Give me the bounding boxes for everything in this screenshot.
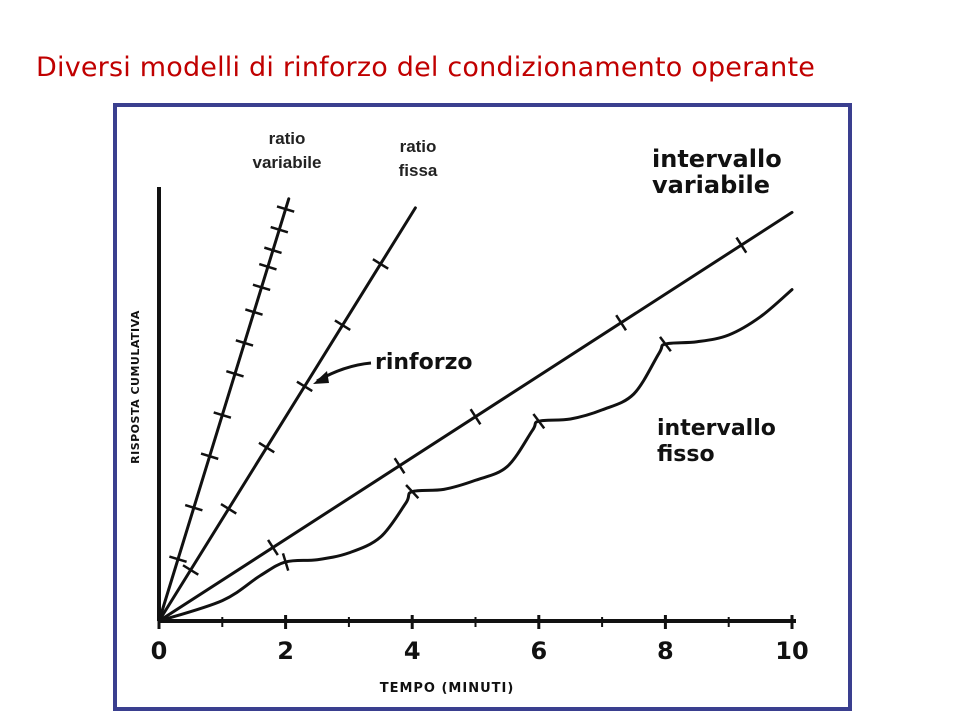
reinforcement-mark [532, 413, 546, 430]
label-ratio-fissa: ratio [400, 137, 437, 156]
reinforcement-mark [213, 411, 232, 419]
figure-frame: 0 2 4 6 8 10 TEMPO (MINUTI) RISPOSTA CUMULATIV… [113, 103, 852, 711]
y-axis-title: RISPOSTA CUMULATIVA [129, 310, 142, 464]
reinforcement-mark [735, 236, 748, 254]
x-tick-label: 2 [277, 637, 294, 665]
reinforcement-mark [615, 314, 628, 331]
label-ratio-variabile: variabile [253, 153, 322, 172]
reinforcement-mark [469, 408, 482, 425]
chart-series [157, 197, 794, 623]
reinforcement-mark [225, 370, 244, 378]
reinforcement-mark [200, 452, 219, 461]
cumulative-response-chart: 0 2 4 6 8 10 TEMPO (MINUTI) RISPOSTA CUMULATIV… [129, 129, 809, 696]
x-tick-label: 10 [775, 637, 808, 665]
reinforcement-mark [184, 503, 203, 512]
series-line-ratio_variabile [157, 197, 291, 623]
chart-labels: TEMPO (MINUTI) RISPOSTA CUMULATIVA ratio va… [129, 129, 782, 696]
reinforcement-mark [393, 457, 406, 474]
rinforzo-arrowhead [313, 371, 329, 384]
reinforcement-mark [252, 283, 271, 292]
reinforcement-mark [267, 539, 279, 556]
reinforcement-mark [281, 553, 290, 571]
label-intervallo-fisso: fisso [657, 442, 715, 467]
reinforcement-mark [276, 205, 295, 213]
reinforcement-mark [405, 484, 420, 500]
reinforcement-mark [169, 555, 187, 564]
reinforcement-mark [263, 246, 282, 255]
slide-title: Diversi modelli di rinforzo del condizio… [36, 52, 816, 83]
label-intervallo-variabile: variabile [652, 171, 770, 199]
label-intervallo-variabile: intervallo [652, 145, 782, 173]
label-rinforzo: rinforzo [375, 350, 473, 375]
reinforcement-mark [270, 225, 289, 234]
x-tick-label: 4 [404, 637, 421, 665]
reinforcement-mark [296, 380, 313, 393]
chart-axes: 0 2 4 6 8 10 [151, 187, 809, 665]
reinforcement-mark [658, 336, 672, 353]
x-tick-label: 6 [530, 637, 547, 665]
x-axis-title: TEMPO (MINUTI) [380, 681, 515, 696]
x-tick-label: 0 [151, 637, 168, 665]
reinforcement-mark [182, 564, 199, 576]
label-ratio-variabile: ratio [269, 129, 306, 148]
series-line-ratio_fissa [157, 206, 417, 623]
x-tick-label: 8 [657, 637, 674, 665]
reinforcement-mark [258, 441, 275, 454]
label-ratio-fissa: fissa [399, 161, 438, 180]
reinforcement-mark [220, 502, 237, 515]
series-line-intervallo_fisso [157, 288, 794, 623]
reinforcement-mark [334, 319, 351, 331]
reinforcement-mark [244, 308, 263, 316]
label-intervallo-fisso: intervallo [657, 416, 776, 441]
reinforcement-mark [372, 258, 389, 270]
reinforcement-mark [258, 262, 277, 271]
reinforcement-mark [235, 339, 254, 347]
